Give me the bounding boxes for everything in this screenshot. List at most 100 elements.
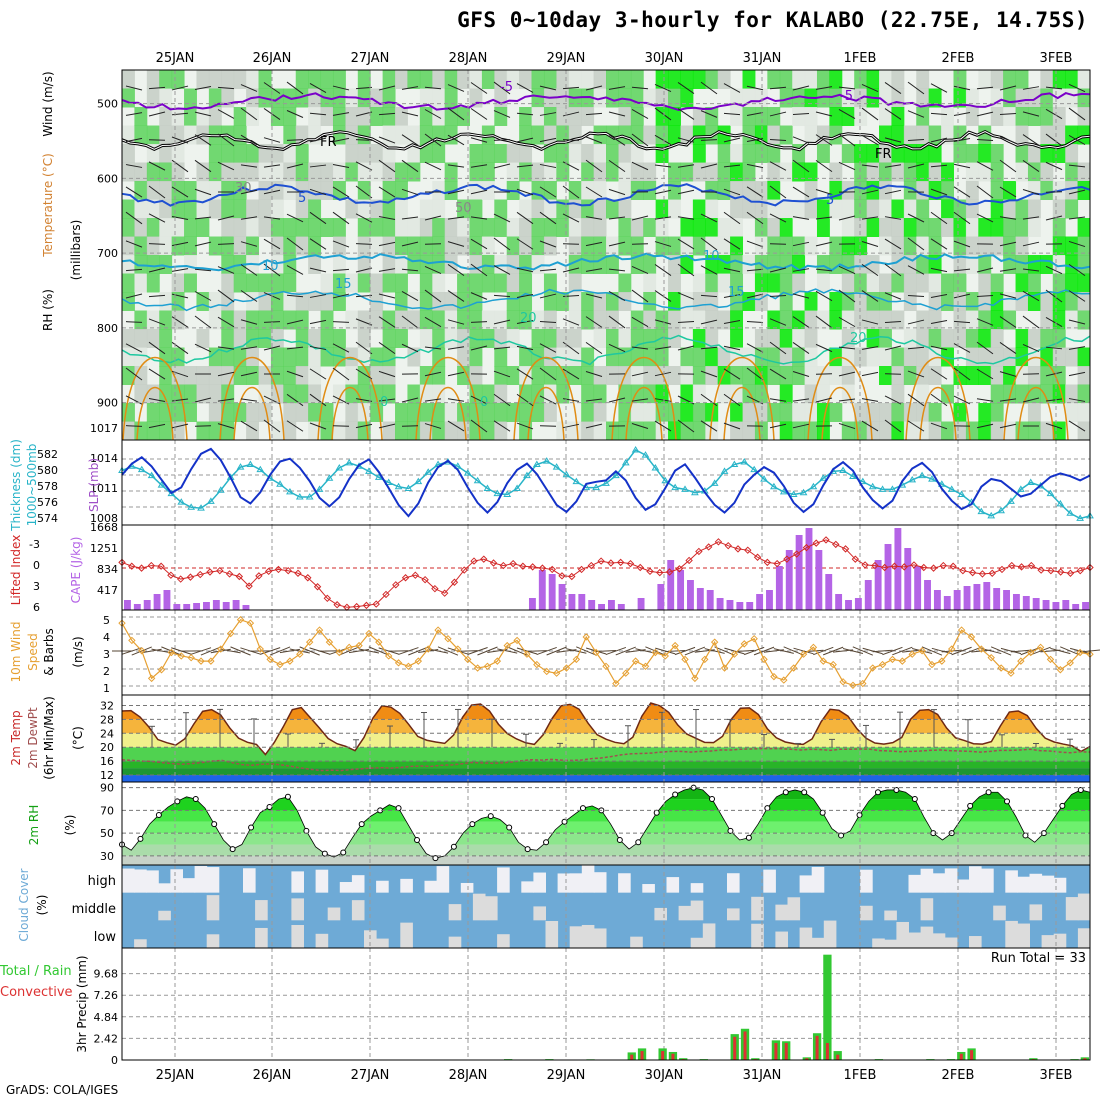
wind-barb [815,343,833,353]
rh-color-band [122,855,1090,865]
wind-barb [907,163,925,169]
rh-cell [643,329,657,348]
wind-barb [953,186,971,198]
cape-bar [756,594,764,610]
surface-wind-barb [872,649,893,653]
wind-barb [539,395,557,405]
wind-barb [1068,83,1086,93]
rh-cell [494,384,508,404]
wind-barb [332,425,350,427]
wind-speed-marker [533,660,541,669]
rh-cell [221,329,235,348]
rh-cell [879,366,892,385]
rh-cell [767,218,781,237]
freezing-line-inner [121,131,1091,151]
wind-barb [585,136,603,144]
cloud-layer-label: middle [72,902,116,917]
wind-speed-marker [849,681,857,689]
rh-cell [630,107,644,126]
wind-barb [516,164,534,168]
rh-cell [370,236,384,256]
rh-cell [395,273,408,293]
rh-cell [258,70,272,89]
cape-bar [212,600,220,610]
wind-barb [562,368,580,380]
surface-wind-barb [743,646,765,656]
rh-cell [668,421,681,441]
cape-bar [153,594,161,610]
wind-barb [723,137,741,143]
wind-barb [539,137,557,143]
rh-cell [419,88,433,108]
wind-barb [332,321,350,323]
wind-speed-marker [493,657,502,665]
wind-barb [1045,161,1063,171]
temp-tick-label: 24 [100,727,114,740]
cloud-gap-cell [1029,904,1043,921]
chart-title: GFS 0~10day 3-hourly for KALABO (22.75E,… [457,8,1088,32]
rh-cell [469,181,483,200]
lifted-index-marker [1047,567,1055,575]
surface-wind-barb [990,646,1012,656]
rh-cell [556,107,570,126]
isotherm-warm-loop [415,357,481,441]
wind-barb [332,164,350,168]
dewpoint-line [121,747,1091,772]
rh-cell [606,255,619,274]
cloud-gap-cell [376,938,389,948]
rh-cell [593,384,607,404]
rh-cell [283,384,297,404]
wind-barb [930,188,948,196]
rh-cell [370,88,384,108]
rh-cell [233,199,247,219]
rh-cell [469,310,483,330]
rh-cell [829,107,843,126]
wind-speed-marker [602,662,610,671]
lifted-index-marker [1066,569,1075,577]
isotherm-warm-loop [527,387,565,441]
rh-cell [891,218,905,237]
rh-cell [742,162,756,182]
cape-bar [1052,602,1060,610]
wind-barb [792,241,810,247]
wind-speed-marker [345,643,353,652]
rh-cell [1077,403,1091,422]
wind-barb [516,319,534,325]
rh-cell [134,329,148,348]
rh-cell [134,273,148,293]
rh-marker [321,850,328,857]
rh-cell [916,366,930,385]
rh-cell [779,310,793,330]
thickness-marker [345,458,354,466]
temp-color-band [122,733,1090,748]
wind-barb [1022,111,1040,117]
cloud-gap-cell [678,905,692,921]
rh-cell [978,421,992,441]
rh-cell [680,366,694,385]
rh-cell [146,181,160,200]
rh-cell [879,88,892,108]
lifted-index-marker [675,565,684,573]
wind-barb [723,422,741,430]
rh-cell [1027,199,1041,219]
cape-tick-label: 1251 [90,542,118,555]
wind-barb [470,292,488,300]
surface-wind-barb [200,646,222,656]
wind-speed-marker [325,638,334,646]
cape-bar [173,604,181,610]
rh-cell [233,107,247,126]
thickness-marker [918,471,926,479]
rh-cell [680,218,694,237]
thickness-marker [839,466,847,474]
wind-barb [930,393,948,407]
rh-cell [370,347,384,367]
rh-cell [494,403,508,422]
wind-barb [332,137,350,143]
wind-barb [884,395,902,405]
rh-cell [395,125,408,145]
rh-cell [581,384,595,404]
rh-cell [581,403,595,422]
wind-barb [815,241,833,247]
isotherm-warm-loop [1003,357,1069,441]
temp-tick-label: 32 [100,699,114,712]
